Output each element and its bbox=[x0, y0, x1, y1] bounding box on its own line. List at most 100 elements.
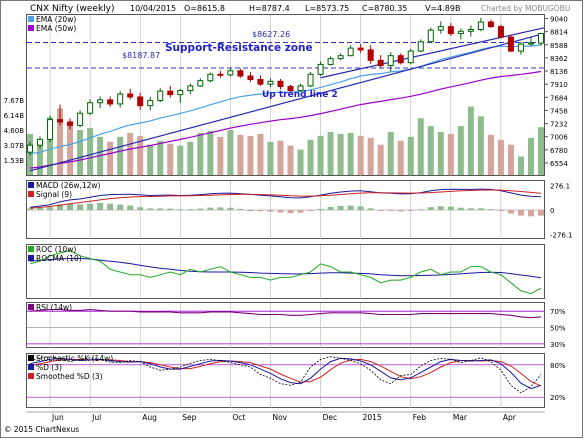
stoch-k-legend-label: Stochastic %K (14w) bbox=[36, 354, 113, 363]
candle-body bbox=[507, 36, 514, 52]
charted-by: Charted by MOBUGOBU bbox=[481, 4, 570, 13]
stochastic-panel-frame bbox=[26, 353, 545, 408]
volume-tick-label: 6.14B bbox=[4, 112, 25, 120]
volume-bar bbox=[347, 132, 354, 175]
uptrend-line-short bbox=[320, 27, 545, 79]
volume-bar bbox=[217, 136, 224, 175]
trend-line-label: Up trend line 2 bbox=[262, 90, 338, 100]
candle-body bbox=[297, 85, 304, 92]
x-tick-label: Mar bbox=[453, 413, 468, 422]
macd-histogram-bar bbox=[417, 209, 424, 211]
axis-labels: Jun Jul Aug Sep Oct Nov Dec 2015 Feb Mar Apr 9040 88… bbox=[4, 15, 573, 422]
x-tick-label: Feb bbox=[413, 413, 427, 422]
candle-body bbox=[137, 96, 144, 107]
price-tick-label: 7006 bbox=[550, 134, 568, 142]
macd-histogram-bar bbox=[187, 209, 194, 211]
macd-histogram-bar bbox=[327, 206, 334, 210]
macd-histogram-bar bbox=[117, 204, 124, 210]
candle-body bbox=[437, 26, 444, 31]
stoch-tick-label: 20% bbox=[550, 394, 566, 402]
volume-bar bbox=[287, 145, 294, 175]
candle-body bbox=[317, 63, 324, 75]
x-tick-label: Apr bbox=[503, 413, 517, 422]
volume-bar bbox=[197, 132, 204, 175]
candle-body bbox=[538, 33, 544, 44]
macd-histogram-bar bbox=[538, 210, 544, 216]
volume-bar bbox=[327, 131, 334, 175]
candle-body bbox=[527, 42, 534, 45]
price-tick-label: 8362 bbox=[550, 55, 568, 63]
x-tick-label: Dec bbox=[323, 413, 338, 422]
header-date: 10/04/2015 bbox=[130, 4, 176, 13]
macd-histogram-bar bbox=[447, 206, 454, 210]
macd-tick-label: 0 bbox=[550, 207, 554, 215]
stoch-k-line bbox=[29, 356, 542, 394]
candle-body bbox=[377, 59, 384, 67]
volume-bar bbox=[527, 137, 534, 175]
candle-body bbox=[217, 73, 224, 76]
copyright: © 2015 ChartNexus bbox=[4, 425, 79, 434]
macd-histogram-bar bbox=[77, 204, 84, 210]
macd-histogram-bar bbox=[297, 210, 304, 213]
candle-body bbox=[447, 26, 454, 35]
x-tick-label: 2015 bbox=[363, 413, 382, 422]
rsi-line bbox=[29, 308, 542, 319]
price-tick-label: 9040 bbox=[550, 15, 568, 23]
volume-bar bbox=[267, 141, 274, 175]
volume-bar bbox=[357, 135, 364, 175]
macd-histogram-bar bbox=[347, 205, 354, 210]
rsi-panel-frame bbox=[26, 302, 545, 348]
volume-bar bbox=[57, 108, 64, 175]
macd-histogram-bar bbox=[407, 210, 414, 211]
volume-bar bbox=[517, 156, 524, 175]
candle-body bbox=[107, 99, 114, 105]
candle-body bbox=[167, 90, 174, 96]
price-tick-label: 7910 bbox=[550, 81, 568, 89]
roc-layer bbox=[29, 249, 542, 295]
candle-body bbox=[427, 29, 434, 43]
price-tick-label: 7232 bbox=[550, 121, 568, 129]
stochastic-layer bbox=[27, 356, 544, 398]
volume-bar bbox=[337, 133, 344, 175]
roc-line bbox=[29, 249, 542, 295]
header-close: C=8780.35 bbox=[362, 4, 407, 13]
macd-histogram-bar bbox=[127, 205, 134, 210]
macd-histogram-bar bbox=[317, 208, 324, 210]
price-tick-label: 8588 bbox=[550, 42, 568, 50]
uptrend-line-2 bbox=[29, 33, 545, 172]
support-label: $8187.87 bbox=[122, 51, 160, 60]
roc-legend-label: ROC (10w) bbox=[36, 245, 76, 254]
volume-bar bbox=[457, 126, 464, 175]
macd-tick-label: 276.1 bbox=[550, 183, 570, 191]
rsi-tick-label: 50% bbox=[550, 325, 566, 333]
price-tick-label: 6780 bbox=[550, 147, 568, 155]
candle-body bbox=[147, 99, 154, 107]
volume-bar bbox=[67, 125, 74, 175]
volume-bar bbox=[247, 135, 254, 175]
macd-histogram-bar bbox=[257, 210, 264, 212]
macd-histogram-bar bbox=[357, 206, 364, 210]
candle-body bbox=[457, 30, 464, 35]
candle-body bbox=[67, 121, 74, 126]
candle-body bbox=[517, 43, 524, 52]
volume-bar bbox=[167, 143, 174, 175]
volume-bar bbox=[277, 140, 284, 175]
stoch-d-line bbox=[29, 357, 542, 390]
candle-body bbox=[177, 90, 184, 96]
macd-histogram-bar bbox=[157, 208, 164, 210]
volume-bar bbox=[137, 135, 144, 175]
volume-bar bbox=[157, 140, 164, 175]
volume-bar bbox=[538, 127, 544, 175]
macd-histogram-bar bbox=[197, 208, 204, 210]
candle-body bbox=[247, 75, 254, 81]
rsi-legend-swatch bbox=[28, 304, 34, 310]
volume-bar bbox=[387, 131, 394, 175]
macd-histogram-bar bbox=[177, 209, 184, 211]
volume-bar bbox=[127, 132, 134, 175]
rsi-layer bbox=[27, 308, 544, 345]
macd-histogram-bar bbox=[57, 204, 64, 210]
volume-bar bbox=[427, 126, 434, 175]
signal-legend-swatch bbox=[28, 191, 34, 197]
stoch-sd-legend-swatch bbox=[28, 373, 34, 379]
macd-histogram-bar bbox=[277, 210, 284, 213]
